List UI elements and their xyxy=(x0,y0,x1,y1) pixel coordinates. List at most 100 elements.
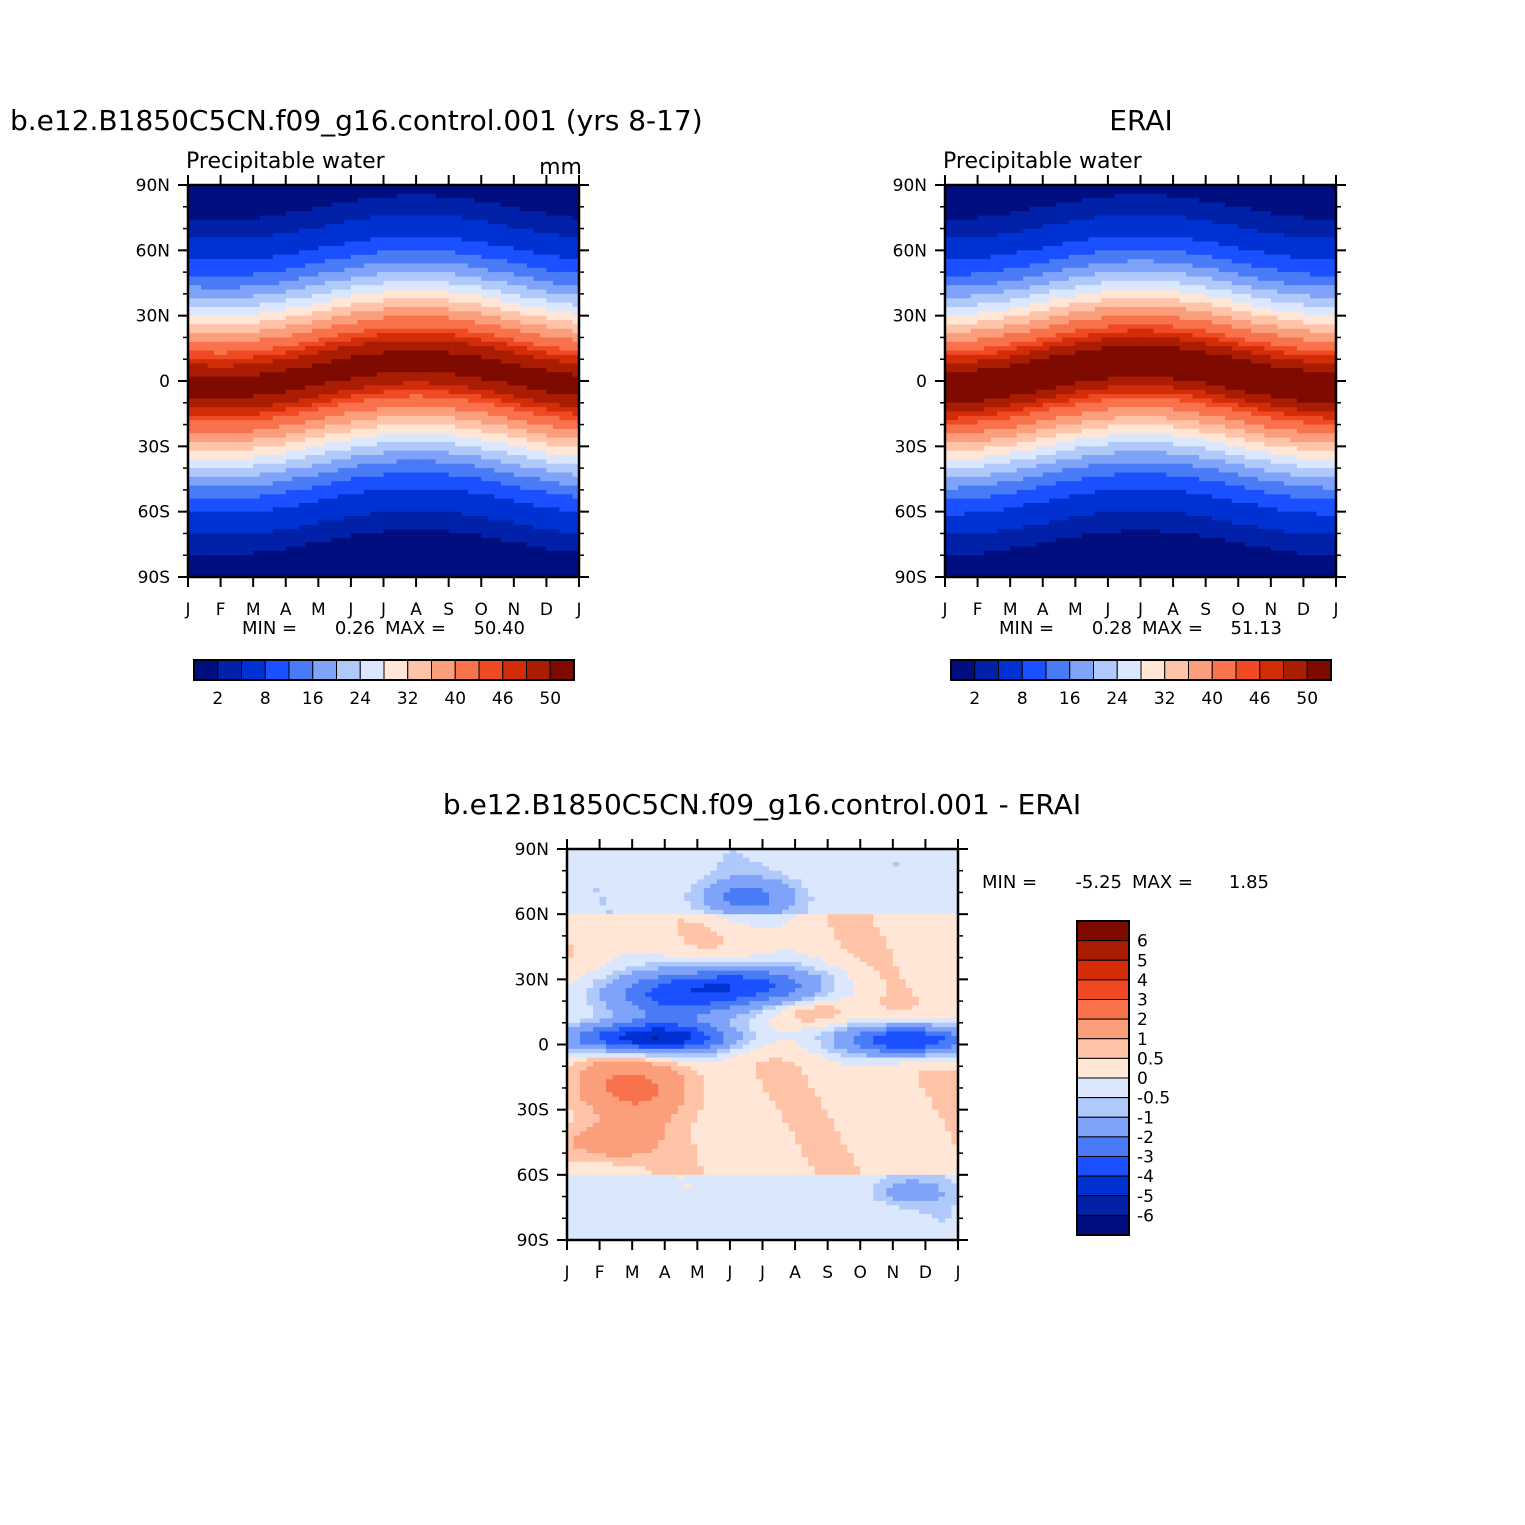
heatmap-cell xyxy=(409,211,417,217)
heatmap-cell xyxy=(259,206,267,212)
heatmap-cell xyxy=(240,250,248,256)
heatmap-cell xyxy=(520,241,528,247)
heatmap-cell xyxy=(311,198,319,204)
heatmap-cell xyxy=(233,407,241,413)
heatmap-cell xyxy=(539,468,548,474)
heatmap-cell xyxy=(533,285,541,291)
heatmap-cell xyxy=(513,381,521,386)
heatmap-cell xyxy=(403,259,411,264)
heatmap-cell xyxy=(461,441,469,447)
heatmap-cell xyxy=(207,433,215,439)
heatmap-cell xyxy=(259,376,267,382)
heatmap-cell xyxy=(546,272,554,278)
heatmap-cell xyxy=(494,472,502,478)
heatmap-cell xyxy=(201,463,209,469)
heatmap-cell xyxy=(533,516,541,521)
heatmap-cell xyxy=(500,333,508,339)
heatmap-cell xyxy=(481,507,489,513)
heatmap-cell xyxy=(461,550,469,556)
heatmap-cell xyxy=(403,285,411,291)
heatmap-cell xyxy=(266,463,274,469)
heatmap-cell xyxy=(403,402,411,408)
heatmap-cell xyxy=(487,402,495,408)
heatmap-cell xyxy=(357,354,365,360)
heatmap-cell xyxy=(416,346,424,352)
heatmap-cell xyxy=(246,280,254,286)
heatmap-cell xyxy=(455,550,463,556)
heatmap-cell xyxy=(507,185,515,190)
heatmap-cell xyxy=(285,302,293,308)
heatmap-cell xyxy=(363,280,372,286)
heatmap-cell xyxy=(481,533,489,539)
heatmap-cell xyxy=(207,198,215,204)
heatmap-cell xyxy=(344,320,352,325)
heatmap-cell xyxy=(279,520,287,526)
heatmap-cell xyxy=(253,441,261,447)
heatmap-cell xyxy=(350,267,359,273)
heatmap-cell xyxy=(461,245,469,251)
heatmap-cell xyxy=(253,324,261,330)
heatmap-cell xyxy=(337,206,345,212)
heatmap-cell xyxy=(429,381,437,386)
heatmap-cell xyxy=(246,385,254,391)
heatmap-cell xyxy=(383,376,391,382)
heatmap-cell xyxy=(435,215,443,221)
heatmap-cell xyxy=(468,280,476,286)
heatmap-cell xyxy=(422,250,430,256)
heatmap-cell xyxy=(403,381,411,386)
heatmap-cell xyxy=(481,502,489,508)
heatmap-cell xyxy=(201,520,209,526)
heatmap-cell xyxy=(546,228,554,234)
heatmap-cell xyxy=(279,211,287,217)
heatmap-cell xyxy=(240,185,248,190)
heatmap-cell xyxy=(539,211,548,217)
heatmap-cell xyxy=(390,354,398,360)
heatmap-cell xyxy=(344,228,352,234)
heatmap-cell xyxy=(331,563,339,569)
heatmap-cell xyxy=(337,289,345,295)
heatmap-cell xyxy=(350,415,359,421)
heatmap-cell xyxy=(455,259,463,264)
heatmap-cell xyxy=(481,202,489,208)
heatmap-cell xyxy=(357,350,365,356)
heatmap-cell xyxy=(311,550,319,556)
heatmap-cell xyxy=(324,476,332,482)
heatmap-cell xyxy=(272,546,280,552)
heatmap-cell xyxy=(331,489,339,495)
heatmap-cell xyxy=(305,524,313,530)
heatmap-cell xyxy=(376,542,385,548)
heatmap-cell xyxy=(363,215,372,221)
heatmap-cell xyxy=(500,211,508,217)
heatmap-cell xyxy=(461,511,469,517)
heatmap-cell xyxy=(363,272,372,278)
heatmap-cell xyxy=(409,437,417,443)
heatmap-cell xyxy=(507,555,515,561)
heatmap-cell xyxy=(513,546,521,552)
heatmap-cell xyxy=(481,441,489,447)
heatmap-cell xyxy=(240,280,248,286)
heatmap-cell xyxy=(285,267,293,273)
heatmap-cell xyxy=(376,463,385,469)
heatmap-cell xyxy=(442,250,450,256)
heatmap-cell xyxy=(201,232,209,238)
heatmap-cell xyxy=(376,433,385,439)
heatmap-cell xyxy=(357,250,365,256)
heatmap-cell xyxy=(318,302,326,308)
heatmap-cell xyxy=(390,359,398,365)
heatmap-cell xyxy=(292,311,300,317)
heatmap-cell xyxy=(363,254,372,260)
heatmap-cell xyxy=(227,215,235,221)
heatmap-cell xyxy=(253,354,261,360)
heatmap-cell xyxy=(455,389,463,395)
heatmap-cell xyxy=(409,455,417,460)
heatmap-cell xyxy=(201,537,209,543)
heatmap-cell xyxy=(337,463,345,469)
heatmap-cell xyxy=(324,542,332,548)
heatmap-cell xyxy=(201,533,209,539)
heatmap-cell xyxy=(429,202,437,208)
heatmap-cell xyxy=(390,476,398,482)
heatmap-cell xyxy=(448,219,456,225)
heatmap-cell xyxy=(468,524,476,530)
heatmap-cell xyxy=(324,533,332,539)
heatmap-cell xyxy=(461,280,469,286)
